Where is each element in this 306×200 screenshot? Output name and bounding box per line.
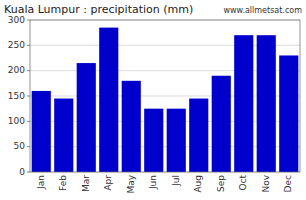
title: Kuala Lumpur : precipitation (mm)	[4, 3, 193, 16]
bar	[257, 35, 276, 172]
y-tick	[27, 146, 30, 147]
y-tick-label: 0	[19, 167, 25, 177]
y-tick	[27, 121, 30, 122]
x-tick-label: May	[126, 174, 136, 193]
bar	[32, 91, 51, 172]
y-tick-label: 100	[8, 116, 25, 126]
y-tick-label: 150	[8, 91, 25, 101]
watermark: www.allmetsat.com	[224, 6, 303, 15]
bar	[189, 99, 208, 172]
bar	[144, 109, 163, 172]
y-tick	[27, 45, 30, 46]
y-tick-label: 50	[14, 141, 26, 151]
x-tick-label: Oct	[238, 175, 248, 191]
y-tick	[27, 172, 30, 173]
bar	[234, 35, 253, 172]
plot-frame	[30, 20, 300, 172]
bar	[99, 28, 118, 172]
bars	[32, 28, 299, 172]
bar	[167, 109, 186, 172]
x-tick-label: Mar	[81, 175, 91, 192]
bar	[77, 63, 96, 172]
bar	[54, 99, 73, 172]
y-tick	[27, 20, 30, 21]
x-tick-label: Aug	[193, 175, 203, 193]
grid	[30, 20, 300, 172]
y-tick-label: 300	[8, 15, 25, 25]
y-tick	[27, 70, 30, 71]
y-tick	[27, 96, 30, 97]
y-tick-label: 250	[8, 40, 25, 50]
chart: Kuala Lumpur : precipitation (mm) www.all…	[0, 0, 306, 200]
x-tick-label: Jun	[148, 175, 158, 190]
y-tick-label: 200	[8, 65, 25, 75]
x-tick-label: Sep	[216, 175, 226, 192]
x-tick-label: Dec	[283, 175, 293, 192]
x-tick-label: Nov	[261, 174, 271, 192]
bar	[279, 55, 298, 172]
x-tick-label: Feb	[58, 175, 68, 191]
x-tick-label: Jul	[171, 175, 181, 187]
bar	[122, 81, 141, 172]
bar	[212, 76, 231, 172]
x-tick-label: Jan	[36, 175, 46, 190]
x-tick-label: Apr	[103, 175, 113, 191]
